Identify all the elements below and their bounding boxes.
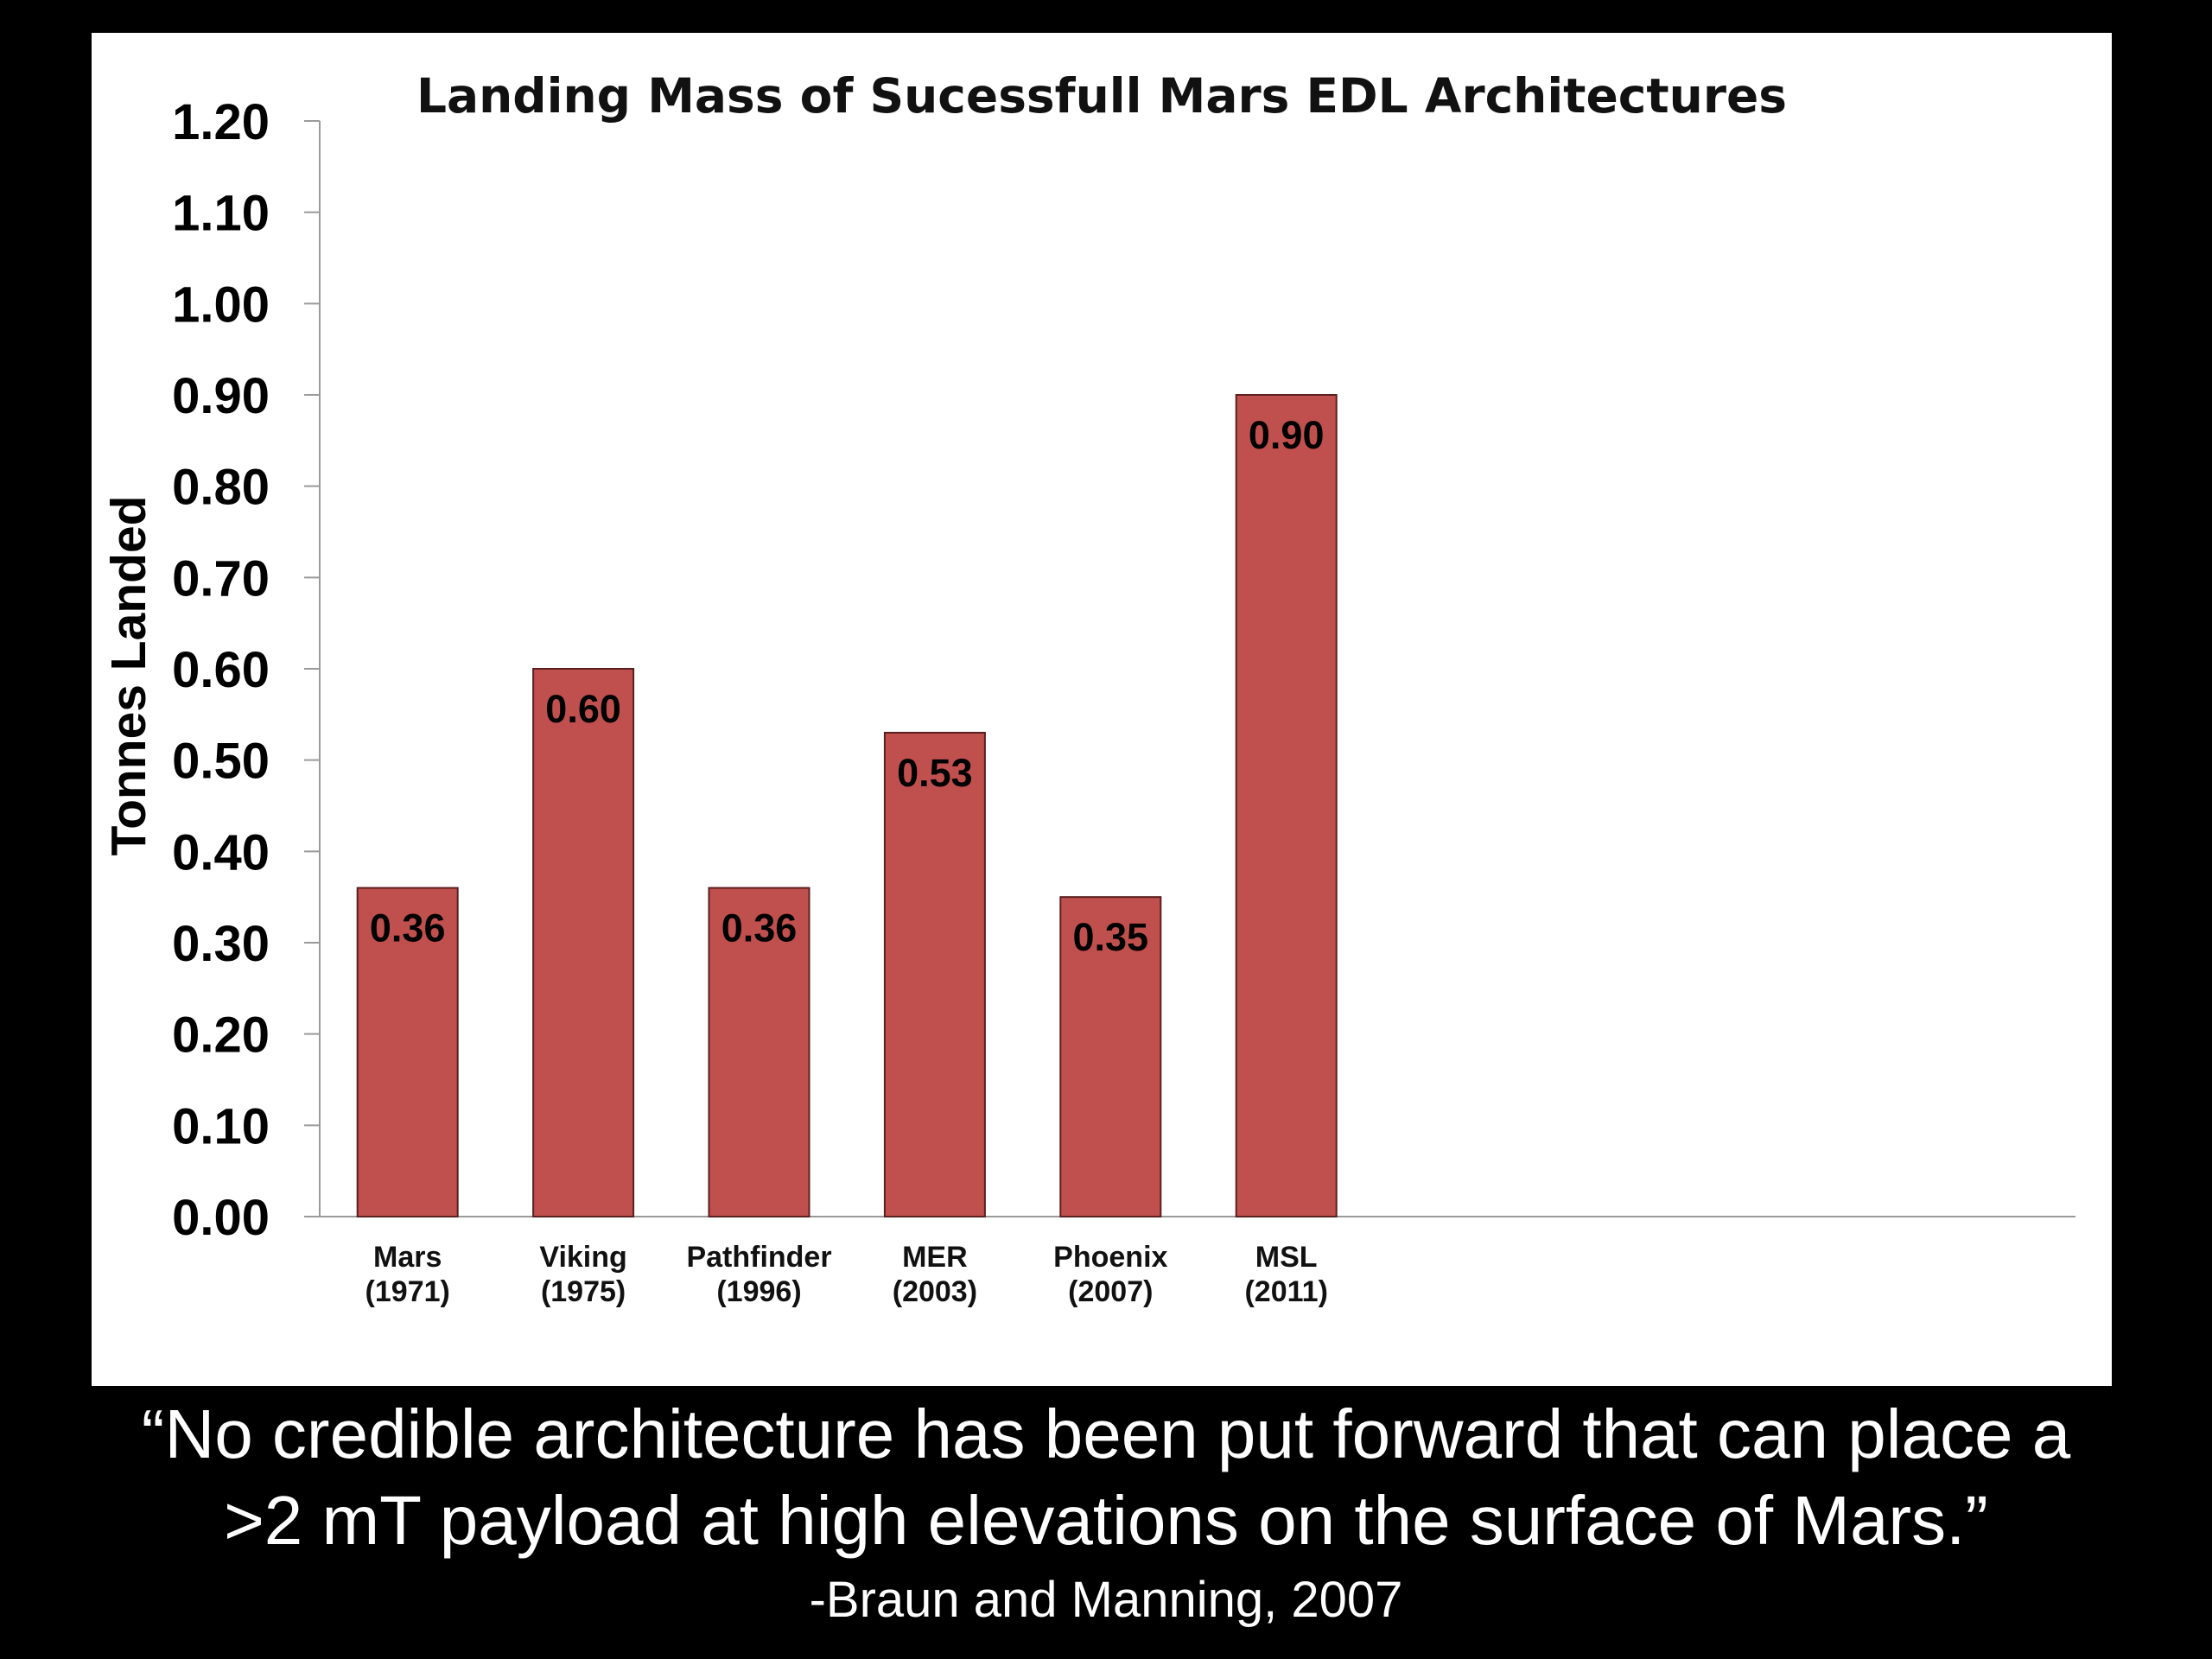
x-tick-year: (2011)	[1244, 1275, 1327, 1308]
y-tick-label: 0.50	[172, 734, 270, 790]
x-tick-label: Pathfinder	[686, 1241, 831, 1274]
y-tick-label: 0.30	[172, 916, 270, 972]
bar-msl	[1235, 394, 1338, 1217]
data-label: 0.36	[721, 906, 798, 950]
y-tick-label: 0.20	[172, 1007, 270, 1064]
data-labels: 0.36 0.60 0.36 0.53 0.35 0.90	[370, 413, 1325, 959]
y-tick-label: 1.20	[172, 94, 270, 150]
y-tick-label: 1.00	[172, 276, 270, 333]
y-tick-label: 0.90	[172, 368, 270, 424]
x-tick-label: MSL	[1255, 1241, 1318, 1274]
chart-title: Landing Mass of Sucessfull Mars EDL Arch…	[416, 68, 1787, 124]
data-label: 0.36	[370, 906, 446, 950]
y-tick-label: 0.60	[172, 642, 270, 698]
y-tick-label: 0.80	[172, 460, 270, 516]
y-tick-labels: 0.00 0.10 0.20 0.30 0.40 0.50 0.60 0.70 0.80 0.90…	[172, 94, 270, 1246]
bar-viking	[532, 668, 635, 1217]
y-tick-label: 0.70	[172, 550, 270, 607]
x-tick-year: (1975)	[541, 1275, 626, 1308]
data-label: 0.60	[545, 687, 621, 731]
bar-pathfinder	[708, 887, 810, 1217]
data-label: 0.35	[1073, 915, 1149, 959]
x-tick-label: Mars	[373, 1241, 442, 1274]
x-tick-label: Phoenix	[1053, 1241, 1167, 1274]
y-axis-label: Tonnes Landed	[101, 496, 156, 856]
quote-attribution: -Braun and Manning, 2007	[809, 1572, 1403, 1628]
y-tick-label: 0.10	[172, 1098, 270, 1154]
x-tick-label: MER	[902, 1241, 968, 1274]
quote: “No credible architecture has been put f…	[0, 1391, 2212, 1564]
quote-line-2: >2 mT payload at high elevations on the …	[224, 1482, 1988, 1559]
x-tick-label: Viking	[539, 1241, 626, 1274]
bars	[356, 394, 1338, 1217]
x-tick-year: (2007)	[1068, 1275, 1153, 1308]
data-label: 0.90	[1249, 413, 1325, 457]
y-tick-label: 0.40	[172, 824, 270, 880]
y-tick-label: 1.10	[172, 186, 270, 242]
bar-mer	[883, 731, 986, 1217]
x-tick-labels: Mars(1971) Viking(1975) Pathfinder(1996) ME…	[365, 1241, 1328, 1308]
x-tick-year: (1996)	[716, 1275, 801, 1308]
y-tick-label: 0.00	[172, 1190, 270, 1246]
bar-phoenix	[1059, 896, 1162, 1217]
x-tick-year: (2003)	[893, 1275, 977, 1308]
data-label: 0.53	[897, 751, 973, 795]
x-tick-year: (1971)	[365, 1275, 450, 1308]
quote-line-1: “No credible architecture has been put f…	[141, 1395, 2071, 1472]
bar-mars	[356, 887, 459, 1217]
